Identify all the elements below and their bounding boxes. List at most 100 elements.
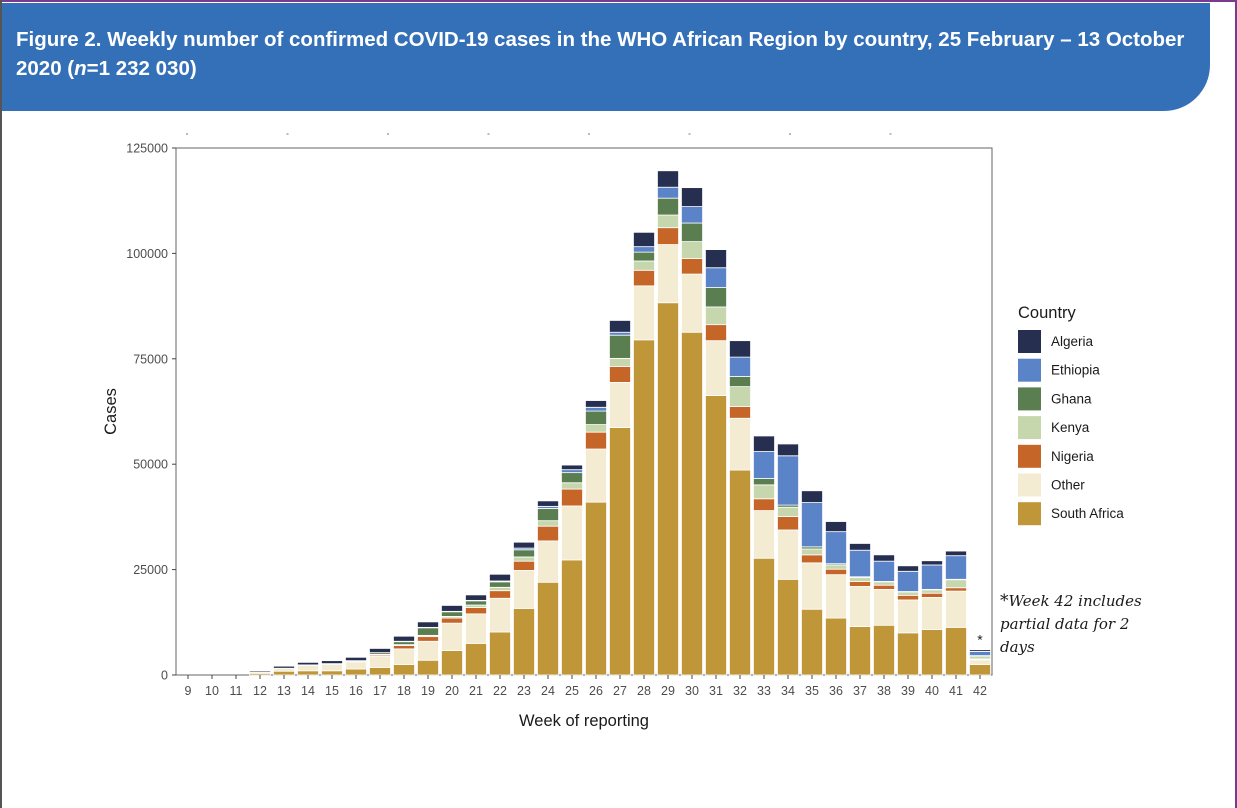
- bar-segment: [465, 600, 487, 606]
- bar-segment: [537, 508, 559, 522]
- bar-segment: [897, 632, 919, 676]
- bar-segment: [801, 562, 823, 610]
- x-tick-label: 32: [733, 684, 747, 698]
- bar-segment: [417, 636, 439, 642]
- title-banner: Figure 2. Weekly number of confirmed COV…: [2, 3, 1210, 111]
- x-tick-label: 41: [949, 684, 963, 698]
- x-tick-label: 23: [517, 684, 531, 698]
- x-tick-label: 12: [253, 684, 267, 698]
- bar-segment: [897, 570, 919, 592]
- bar-segment: [681, 258, 703, 275]
- x-tick-label: 18: [397, 684, 411, 698]
- bar-segment: [441, 622, 463, 651]
- x-tick-label: 24: [541, 684, 555, 698]
- bar-segment: [633, 246, 655, 253]
- bar-segment: [393, 645, 415, 650]
- bar-segment: [753, 478, 775, 486]
- bar-segment: [873, 624, 895, 676]
- bar-segment: [849, 549, 871, 578]
- bar-segment: [585, 410, 607, 425]
- bar-segment: [561, 469, 583, 474]
- bar-segment: [489, 573, 511, 582]
- legend-swatch: [1018, 416, 1041, 440]
- bar-segment: [513, 607, 535, 676]
- bar-segment: [705, 324, 727, 342]
- bar-segment: [657, 302, 679, 676]
- bar-segment: [969, 655, 991, 660]
- legend-swatch: [1018, 330, 1041, 353]
- bar-segment: [537, 525, 559, 542]
- bar-segment: [393, 648, 415, 665]
- y-axis-title: Cases: [102, 388, 120, 435]
- bar-segment: [489, 631, 511, 676]
- bar-segment: [561, 505, 583, 561]
- bar-segment: [729, 386, 751, 407]
- bar-segment: [633, 339, 655, 676]
- bar-segment: [441, 617, 463, 624]
- bar-segment: [921, 589, 943, 594]
- x-tick-label: 9: [185, 684, 192, 698]
- bar-segment: [801, 554, 823, 564]
- bar-segment: [465, 607, 487, 615]
- bar-segment: [657, 244, 679, 304]
- x-tick-label: 19: [421, 684, 435, 698]
- bar-segment: [609, 382, 631, 428]
- bar-segment: [825, 568, 847, 576]
- bar-segment: [465, 613, 487, 644]
- bar-segment: [561, 559, 583, 676]
- bar-segment: [393, 635, 415, 642]
- bar-segment: [273, 667, 295, 672]
- bar-segment: [585, 448, 607, 503]
- bar-segment: [657, 197, 679, 216]
- bar-segment: [897, 599, 919, 634]
- bar-segment: [921, 592, 943, 598]
- x-tick-label: 29: [661, 684, 675, 698]
- bar-segment: [969, 664, 991, 676]
- bar-segment: [705, 306, 727, 326]
- legend-label: Kenya: [1051, 420, 1090, 435]
- legend-swatch: [1018, 358, 1041, 382]
- top-guide-dot: [688, 133, 691, 135]
- bar-segment: [249, 670, 271, 673]
- partial-week-marker: *: [977, 632, 983, 648]
- bar-segment: [825, 521, 847, 533]
- x-tick-label: 11: [230, 684, 243, 698]
- bar-segment: [489, 597, 511, 633]
- legend-label: Algeria: [1051, 334, 1094, 349]
- top-guide-dot: [286, 133, 289, 135]
- bar-segment: [681, 206, 703, 224]
- x-tick-label: 39: [901, 684, 915, 698]
- right-border-rule: [1235, 0, 1237, 808]
- bar-segment: [681, 241, 703, 259]
- y-tick-label: 50000: [133, 458, 168, 472]
- top-guide-dot: [387, 133, 389, 135]
- bar-segment: [945, 590, 967, 628]
- bar-segment: [729, 356, 751, 377]
- bar-segment: [777, 506, 799, 517]
- bar-segment: [321, 664, 343, 672]
- x-tick-label: 25: [565, 684, 579, 698]
- bar-segment: [969, 659, 991, 665]
- bar-segment: [585, 501, 607, 676]
- bar-segment: [945, 626, 967, 676]
- legend-label: Nigeria: [1051, 449, 1094, 464]
- bar-segment: [297, 670, 319, 676]
- bar-segment: [489, 590, 511, 599]
- footnote: *Week 42 includes partial data for 2 day…: [1000, 590, 1150, 659]
- bar-segment: [273, 665, 295, 669]
- bar-segment: [513, 541, 535, 549]
- x-tick-label: 28: [637, 684, 651, 698]
- bar-segment: [345, 661, 367, 670]
- bar-segment: [369, 667, 391, 676]
- bar-segment: [657, 170, 679, 188]
- figure-title-text: Figure 2. Weekly number of confirmed COV…: [16, 28, 1185, 80]
- footnote-star: *: [1000, 591, 1009, 611]
- bar-segment: [705, 287, 727, 308]
- legend-label: Ghana: [1051, 391, 1092, 406]
- bar-segment: [873, 554, 895, 562]
- figure-title-total: =1 232 030): [86, 57, 197, 80]
- bar-segment: [729, 340, 751, 358]
- bar-segment: [777, 516, 799, 531]
- bar-segment: [921, 560, 943, 566]
- bar-segment: [633, 285, 655, 341]
